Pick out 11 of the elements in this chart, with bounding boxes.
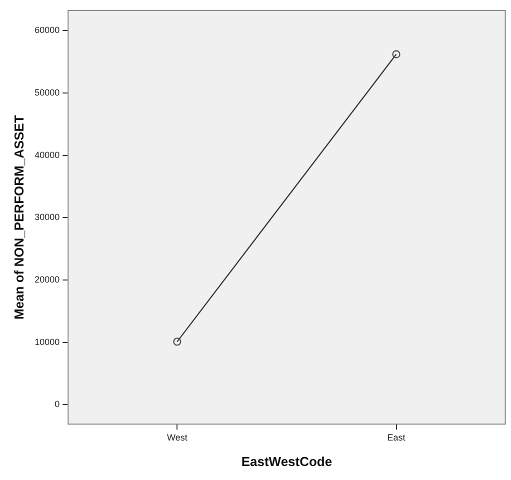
y-tick-label: 60000 xyxy=(34,25,60,36)
y-tick-label: 50000 xyxy=(34,87,60,98)
y-tick-label: 40000 xyxy=(34,150,60,160)
x-tick-label: West xyxy=(167,432,188,442)
x-axis-title: EastWestCode xyxy=(241,454,332,469)
x-tick-label: East xyxy=(387,432,406,442)
y-axis-title: Mean of NON_PERFORM_ASSET xyxy=(11,115,26,320)
y-tick-label: 20000 xyxy=(34,274,60,284)
y-tick-label: 10000 xyxy=(34,336,60,347)
y-tick-label: 0 xyxy=(54,399,60,410)
y-tick-label: 30000 xyxy=(34,212,60,222)
